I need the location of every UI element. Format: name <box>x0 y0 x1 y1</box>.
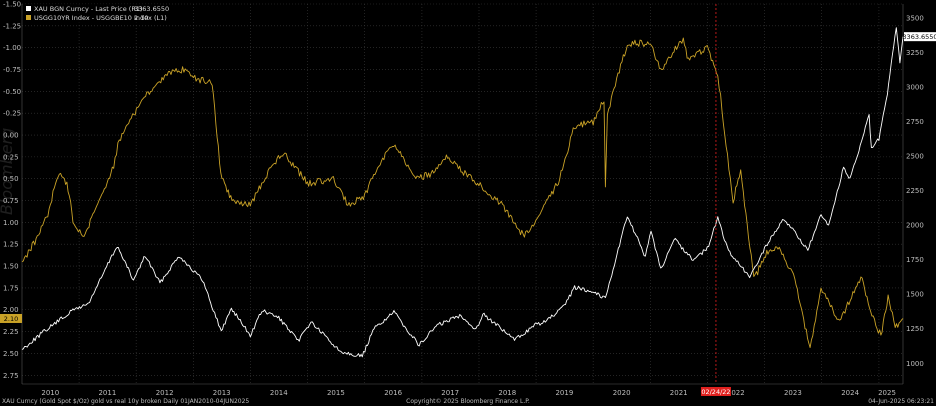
right-tick-label: 1750 <box>906 256 924 264</box>
legend-label-yield: USGG10YR Index - USGGBE10 Index (L1) <box>34 14 167 22</box>
right-tick-label: 2750 <box>906 118 924 126</box>
left-tick-label: 0.75 <box>3 197 19 205</box>
left-tick-label: 2.50 <box>3 350 19 358</box>
left-tick-label: -1.00 <box>3 44 21 52</box>
left-tick-label: 2.00 <box>3 306 19 314</box>
x-tick-label: 2021 <box>670 389 688 397</box>
left-tick-label: 2.25 <box>3 328 19 336</box>
yield-callout: 2.10 <box>0 313 22 323</box>
x-tick-label: 2025 <box>878 389 896 397</box>
x-tick-label: 2024 <box>841 389 859 397</box>
left-tick-label: 1.25 <box>3 241 19 249</box>
left-tick-label: -0.75 <box>3 66 21 74</box>
left-tick-label: 0.25 <box>3 153 19 161</box>
x-tick-label: 2020 <box>613 389 631 397</box>
left-tick-label: -0.25 <box>3 110 21 118</box>
series-line-yield <box>21 37 904 349</box>
left-tick-label: 1.50 <box>3 263 19 271</box>
right-tick-label: 3500 <box>906 14 924 22</box>
right-tick-label: 1000 <box>906 360 924 368</box>
left-axis: -1.50 -1.25 -1.00 -0.75 -0.50 -0.25 0.00 0.25 0.… <box>3 1 23 384</box>
x-tick-label: 2012 <box>156 389 174 397</box>
legend-swatch-gold <box>26 6 31 11</box>
x-axis: 2010 2011 2012 2013 2014 2015 2016 2017 2018 2019… <box>22 383 903 397</box>
grid-lines <box>22 3 903 384</box>
x-tick-label: 2017 <box>441 389 459 397</box>
vertical-marker-label: 02/24/22 <box>700 387 731 396</box>
x-tick-label: 2016 <box>384 389 402 397</box>
right-tick-label: 2500 <box>906 153 924 161</box>
left-tick-label: -1.25 <box>3 22 21 30</box>
legend-value-yield: 2.10 <box>134 14 148 22</box>
x-tick-label: 2015 <box>327 389 345 397</box>
x-tick-label: 2013 <box>213 389 231 397</box>
marker-date-text: 02/24/22 <box>701 388 730 396</box>
legend: XAU BGN Curncy - Last Price (R1) 3363.65… <box>24 4 169 24</box>
left-tick-label: 1.00 <box>3 219 19 227</box>
x-tick-label: 2014 <box>270 389 288 397</box>
footer-timestamp: 04-Jun-2025 06:23:21 <box>868 398 934 405</box>
gold-callout: 3363.6550 <box>902 32 936 42</box>
x-tick-label: 2011 <box>98 389 116 397</box>
x-tick-label: 2019 <box>555 389 573 397</box>
right-tick-label: 1500 <box>906 291 924 299</box>
x-tick-label: 2010 <box>41 389 59 397</box>
legend-value-gold: 3363.6550 <box>134 5 169 13</box>
left-tick-label: 0.50 <box>3 175 19 183</box>
x-tick-label: 2022 <box>727 389 745 397</box>
gold-callout-value: 3363.6550 <box>902 33 936 41</box>
legend-label-gold: XAU BGN Curncy - Last Price (R1) <box>34 5 143 13</box>
left-tick-label: 1.75 <box>3 284 19 292</box>
footer: XAU Curncy (Gold Spot $/Oz) gold vs real… <box>2 398 934 405</box>
footer-left-text: XAU Curncy (Gold Spot $/Oz) gold vs real… <box>2 398 249 405</box>
right-tick-label: 1250 <box>906 325 924 333</box>
yield-callout-value: 2.10 <box>4 315 18 323</box>
x-tick-label: 2023 <box>784 389 802 397</box>
right-axis: 1000 1250 1500 1750 2000 2250 2500 2750 3000 3250… <box>902 4 924 384</box>
right-tick-label: 2000 <box>906 222 924 230</box>
x-tick-label: 2018 <box>498 389 516 397</box>
watermark-text: Bloomberg <box>0 128 16 215</box>
legend-swatch-yield <box>26 15 31 20</box>
right-tick-label: 3000 <box>906 83 924 91</box>
right-tick-label: 3250 <box>906 49 924 57</box>
series-line-gold <box>21 27 904 358</box>
footer-copyright: Copyright© 2025 Bloomberg Finance L.P. <box>406 398 530 405</box>
left-tick-label: 2.75 <box>3 372 19 380</box>
left-tick-label: 0.00 <box>3 132 19 140</box>
right-tick-label: 2250 <box>906 187 924 195</box>
left-tick-label: -0.50 <box>3 88 21 96</box>
left-tick-label: -1.50 <box>3 1 21 9</box>
